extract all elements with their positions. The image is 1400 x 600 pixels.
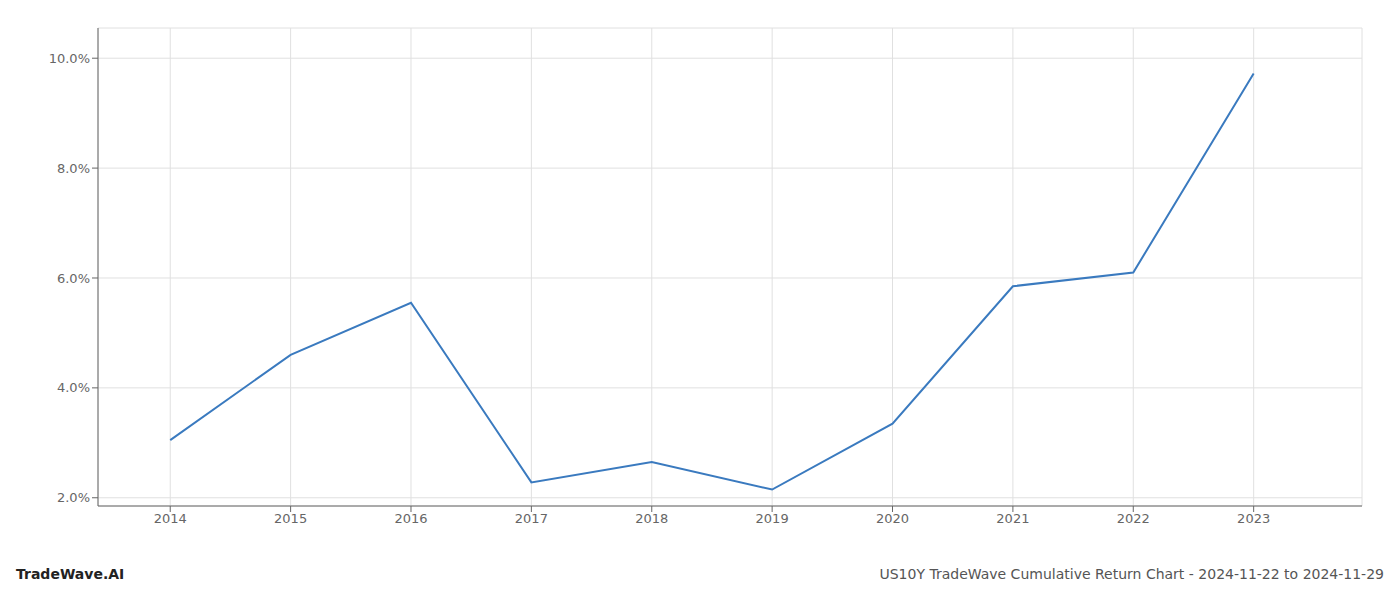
svg-text:2020: 2020 [876, 511, 909, 526]
svg-text:2017: 2017 [515, 511, 548, 526]
svg-text:2.0%: 2.0% [57, 490, 90, 505]
html-text:US10Y TradeWave Cumulative Ret: US10Y TradeWave Cumulative Return Chart … [879, 566, 1384, 582]
svg-text:2023: 2023 [1237, 511, 1270, 526]
svg-text:6.0%: 6.0% [57, 271, 90, 286]
svg-text:10.0%: 10.0% [49, 51, 90, 66]
svg-text:2018: 2018 [635, 511, 668, 526]
svg-text:2022: 2022 [1117, 511, 1150, 526]
svg-text:2015: 2015 [274, 511, 307, 526]
svg-text:2019: 2019 [756, 511, 789, 526]
svg-text:8.0%: 8.0% [57, 161, 90, 176]
svg-text:4.0%: 4.0% [57, 380, 90, 395]
html-text:TradeWave.AI: TradeWave.AI [16, 566, 125, 582]
svg-text:2014: 2014 [154, 511, 187, 526]
svg-text:2021: 2021 [996, 511, 1029, 526]
svg-text:2016: 2016 [394, 511, 427, 526]
